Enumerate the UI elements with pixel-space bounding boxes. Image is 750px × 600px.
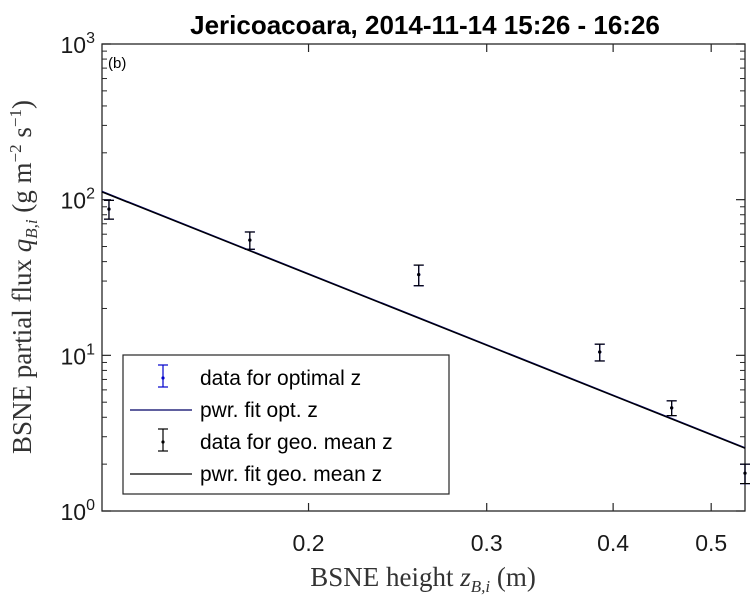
legend-marker bbox=[161, 376, 165, 380]
legend-item: data for optimal z bbox=[158, 364, 361, 390]
legend-label: pwr. fit opt. z bbox=[200, 399, 318, 422]
y-tick-label: 100 bbox=[61, 497, 96, 525]
legend-label: data for optimal z bbox=[200, 367, 361, 390]
y-tick-label: 101 bbox=[61, 341, 96, 369]
x-axis-label: BSNE height zB,i (m) bbox=[310, 562, 536, 596]
chart-title: Jericoacoara, 2014-11-14 15:26 - 16:26 bbox=[190, 10, 660, 40]
data-point bbox=[666, 400, 677, 417]
point-marker bbox=[417, 273, 421, 277]
y-tick-label: 102 bbox=[61, 186, 96, 214]
point-marker bbox=[743, 471, 747, 475]
legend: data for optimal z pwr. fit opt. z data fo… bbox=[122, 354, 450, 495]
x-tick-label: 0.3 bbox=[471, 530, 503, 556]
legend-item: pwr. fit opt. z bbox=[130, 399, 318, 422]
data-point bbox=[103, 199, 114, 220]
legend-label: data for geo. mean z bbox=[200, 431, 393, 454]
legend-box bbox=[122, 354, 450, 495]
point-marker bbox=[670, 406, 674, 410]
legend-label: pwr. fit geo. mean z bbox=[200, 463, 382, 486]
x-tick-label: 0.5 bbox=[695, 530, 727, 556]
y-tick-label: 103 bbox=[61, 30, 96, 58]
data-point bbox=[594, 343, 605, 362]
legend-item: pwr. fit geo. mean z bbox=[130, 463, 382, 486]
legend-marker bbox=[161, 440, 165, 444]
data-point bbox=[740, 463, 750, 485]
data-point bbox=[413, 264, 424, 287]
point-marker bbox=[107, 207, 111, 211]
legend-item: data for geo. mean z bbox=[158, 428, 393, 454]
data-point bbox=[244, 231, 255, 250]
point-marker bbox=[598, 350, 602, 354]
y-axis-label: BSNE partial flux qB,i (g m−2 s−1) bbox=[6, 100, 41, 454]
panel-label: (b) bbox=[108, 55, 126, 72]
axis-ticks: 0.2 0.3 0.4 0.5 100 101 102 103 bbox=[61, 30, 745, 556]
plot-series bbox=[101, 190, 750, 485]
x-tick-label: 0.2 bbox=[293, 530, 325, 556]
legend-items: data for optimal z pwr. fit opt. z data fo… bbox=[130, 364, 393, 486]
x-tick-label: 0.4 bbox=[597, 530, 629, 556]
point-marker bbox=[248, 238, 252, 242]
fit-line-3 bbox=[101, 191, 746, 449]
